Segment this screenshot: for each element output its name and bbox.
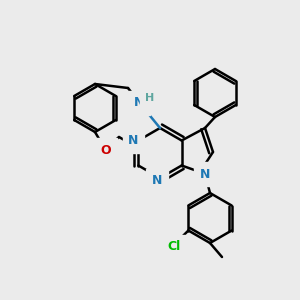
Text: N: N	[200, 167, 210, 181]
Text: N: N	[128, 134, 139, 147]
Text: N: N	[152, 175, 162, 188]
Text: H: H	[146, 93, 154, 103]
Text: O: O	[101, 143, 111, 157]
Text: N: N	[134, 97, 144, 110]
Text: Cl: Cl	[168, 240, 181, 253]
